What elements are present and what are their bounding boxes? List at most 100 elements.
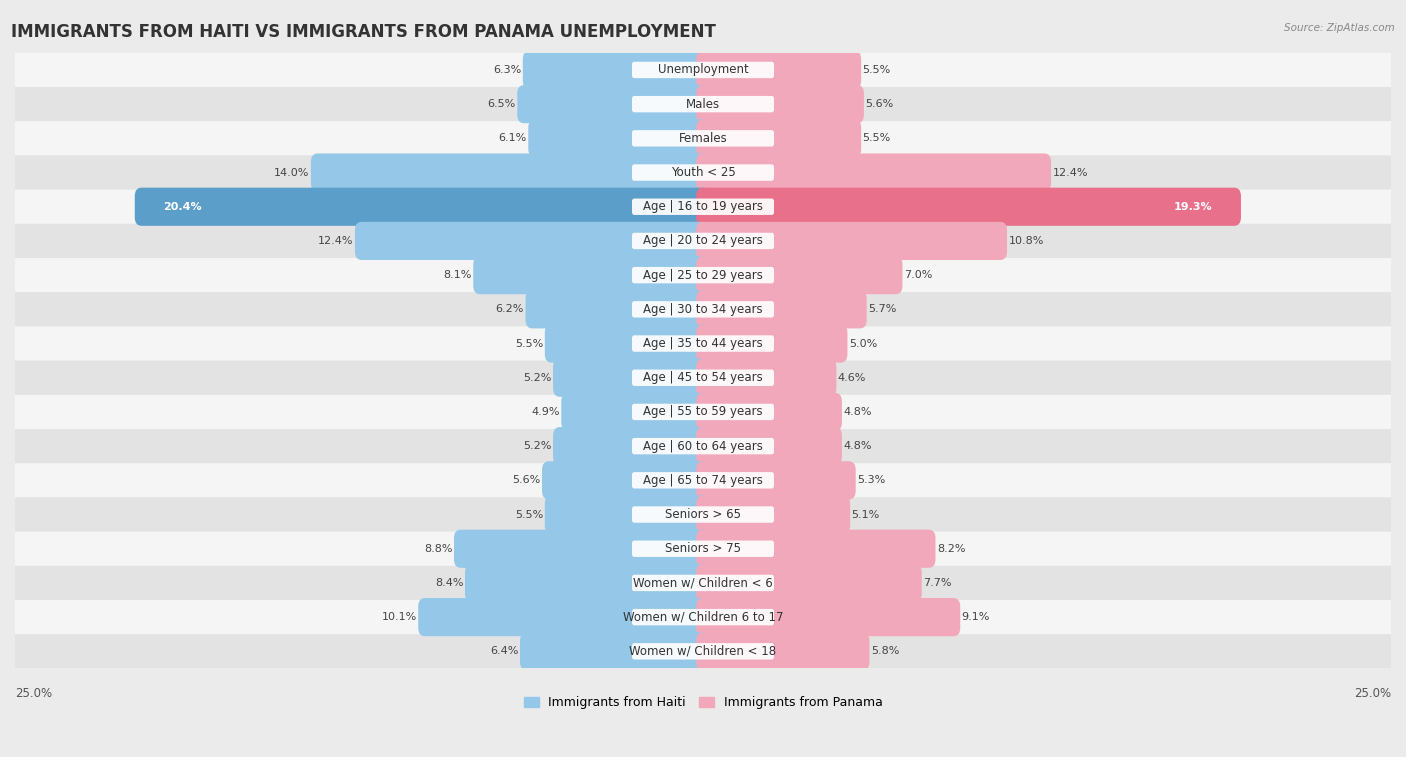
FancyBboxPatch shape [696, 154, 1052, 192]
FancyBboxPatch shape [696, 495, 851, 534]
FancyBboxPatch shape [15, 190, 1391, 224]
Text: 4.8%: 4.8% [844, 441, 872, 451]
FancyBboxPatch shape [15, 326, 1391, 360]
FancyBboxPatch shape [633, 96, 773, 112]
Text: 25.0%: 25.0% [15, 687, 52, 700]
FancyBboxPatch shape [311, 154, 710, 192]
Text: Age | 65 to 74 years: Age | 65 to 74 years [643, 474, 763, 487]
FancyBboxPatch shape [526, 290, 710, 329]
FancyBboxPatch shape [544, 325, 710, 363]
Text: 6.3%: 6.3% [494, 65, 522, 75]
FancyBboxPatch shape [418, 598, 710, 636]
Text: 7.7%: 7.7% [924, 578, 952, 588]
FancyBboxPatch shape [15, 634, 1391, 668]
FancyBboxPatch shape [633, 164, 773, 181]
FancyBboxPatch shape [633, 472, 773, 488]
FancyBboxPatch shape [15, 463, 1391, 497]
FancyBboxPatch shape [696, 188, 1241, 226]
Text: Source: ZipAtlas.com: Source: ZipAtlas.com [1284, 23, 1395, 33]
Text: Age | 30 to 34 years: Age | 30 to 34 years [643, 303, 763, 316]
Text: Age | 45 to 54 years: Age | 45 to 54 years [643, 371, 763, 385]
Text: 5.5%: 5.5% [863, 133, 891, 143]
FancyBboxPatch shape [696, 530, 935, 568]
FancyBboxPatch shape [696, 427, 842, 466]
FancyBboxPatch shape [633, 643, 773, 659]
FancyBboxPatch shape [633, 369, 773, 386]
FancyBboxPatch shape [696, 598, 960, 636]
Text: 7.0%: 7.0% [904, 270, 932, 280]
FancyBboxPatch shape [633, 198, 773, 215]
Text: Age | 20 to 24 years: Age | 20 to 24 years [643, 235, 763, 248]
FancyBboxPatch shape [633, 62, 773, 78]
FancyBboxPatch shape [15, 258, 1391, 292]
FancyBboxPatch shape [633, 609, 773, 625]
FancyBboxPatch shape [633, 540, 773, 557]
Text: Youth < 25: Youth < 25 [671, 166, 735, 179]
FancyBboxPatch shape [15, 395, 1391, 429]
Text: 12.4%: 12.4% [1053, 167, 1088, 178]
Text: Age | 35 to 44 years: Age | 35 to 44 years [643, 337, 763, 350]
Text: Seniors > 65: Seniors > 65 [665, 508, 741, 521]
FancyBboxPatch shape [544, 495, 710, 534]
Text: Women w/ Children 6 to 17: Women w/ Children 6 to 17 [623, 611, 783, 624]
FancyBboxPatch shape [633, 506, 773, 523]
FancyBboxPatch shape [633, 232, 773, 249]
FancyBboxPatch shape [696, 256, 903, 294]
FancyBboxPatch shape [633, 267, 773, 283]
FancyBboxPatch shape [553, 359, 710, 397]
FancyBboxPatch shape [696, 632, 869, 671]
Text: Unemployment: Unemployment [658, 64, 748, 76]
Text: 10.8%: 10.8% [1008, 236, 1043, 246]
FancyBboxPatch shape [696, 51, 862, 89]
FancyBboxPatch shape [696, 359, 837, 397]
FancyBboxPatch shape [454, 530, 710, 568]
Text: 19.3%: 19.3% [1174, 202, 1212, 212]
FancyBboxPatch shape [696, 85, 863, 123]
FancyBboxPatch shape [696, 325, 848, 363]
Text: 5.8%: 5.8% [870, 646, 900, 656]
FancyBboxPatch shape [543, 461, 710, 500]
FancyBboxPatch shape [354, 222, 710, 260]
Text: 5.0%: 5.0% [849, 338, 877, 348]
Text: 5.6%: 5.6% [865, 99, 894, 109]
FancyBboxPatch shape [15, 497, 1391, 531]
Text: Women w/ Children < 18: Women w/ Children < 18 [630, 645, 776, 658]
Text: 5.2%: 5.2% [523, 372, 551, 383]
Text: Age | 16 to 19 years: Age | 16 to 19 years [643, 201, 763, 213]
FancyBboxPatch shape [696, 290, 866, 329]
Text: 5.1%: 5.1% [852, 509, 880, 519]
Text: 5.3%: 5.3% [858, 475, 886, 485]
FancyBboxPatch shape [15, 565, 1391, 600]
FancyBboxPatch shape [696, 222, 1007, 260]
Text: Seniors > 75: Seniors > 75 [665, 542, 741, 555]
FancyBboxPatch shape [517, 85, 710, 123]
Text: 8.4%: 8.4% [434, 578, 464, 588]
Text: 5.2%: 5.2% [523, 441, 551, 451]
Text: 6.4%: 6.4% [491, 646, 519, 656]
Text: 6.5%: 6.5% [488, 99, 516, 109]
Text: Age | 25 to 29 years: Age | 25 to 29 years [643, 269, 763, 282]
Text: 5.5%: 5.5% [863, 65, 891, 75]
Text: 12.4%: 12.4% [318, 236, 353, 246]
Text: 8.1%: 8.1% [443, 270, 472, 280]
FancyBboxPatch shape [696, 120, 862, 157]
FancyBboxPatch shape [15, 360, 1391, 395]
FancyBboxPatch shape [561, 393, 710, 431]
Text: 5.5%: 5.5% [515, 338, 543, 348]
FancyBboxPatch shape [633, 438, 773, 454]
Text: 25.0%: 25.0% [1354, 687, 1391, 700]
Text: Females: Females [679, 132, 727, 145]
FancyBboxPatch shape [465, 564, 710, 602]
Text: Age | 55 to 59 years: Age | 55 to 59 years [643, 406, 763, 419]
Text: 4.9%: 4.9% [531, 407, 560, 417]
Text: 14.0%: 14.0% [274, 167, 309, 178]
FancyBboxPatch shape [15, 53, 1391, 87]
Text: Males: Males [686, 98, 720, 111]
FancyBboxPatch shape [696, 461, 856, 500]
FancyBboxPatch shape [633, 130, 773, 147]
FancyBboxPatch shape [633, 335, 773, 352]
Text: IMMIGRANTS FROM HAITI VS IMMIGRANTS FROM PANAMA UNEMPLOYMENT: IMMIGRANTS FROM HAITI VS IMMIGRANTS FROM… [11, 23, 716, 41]
FancyBboxPatch shape [553, 427, 710, 466]
Legend: Immigrants from Haiti, Immigrants from Panama: Immigrants from Haiti, Immigrants from P… [519, 691, 887, 715]
FancyBboxPatch shape [15, 224, 1391, 258]
